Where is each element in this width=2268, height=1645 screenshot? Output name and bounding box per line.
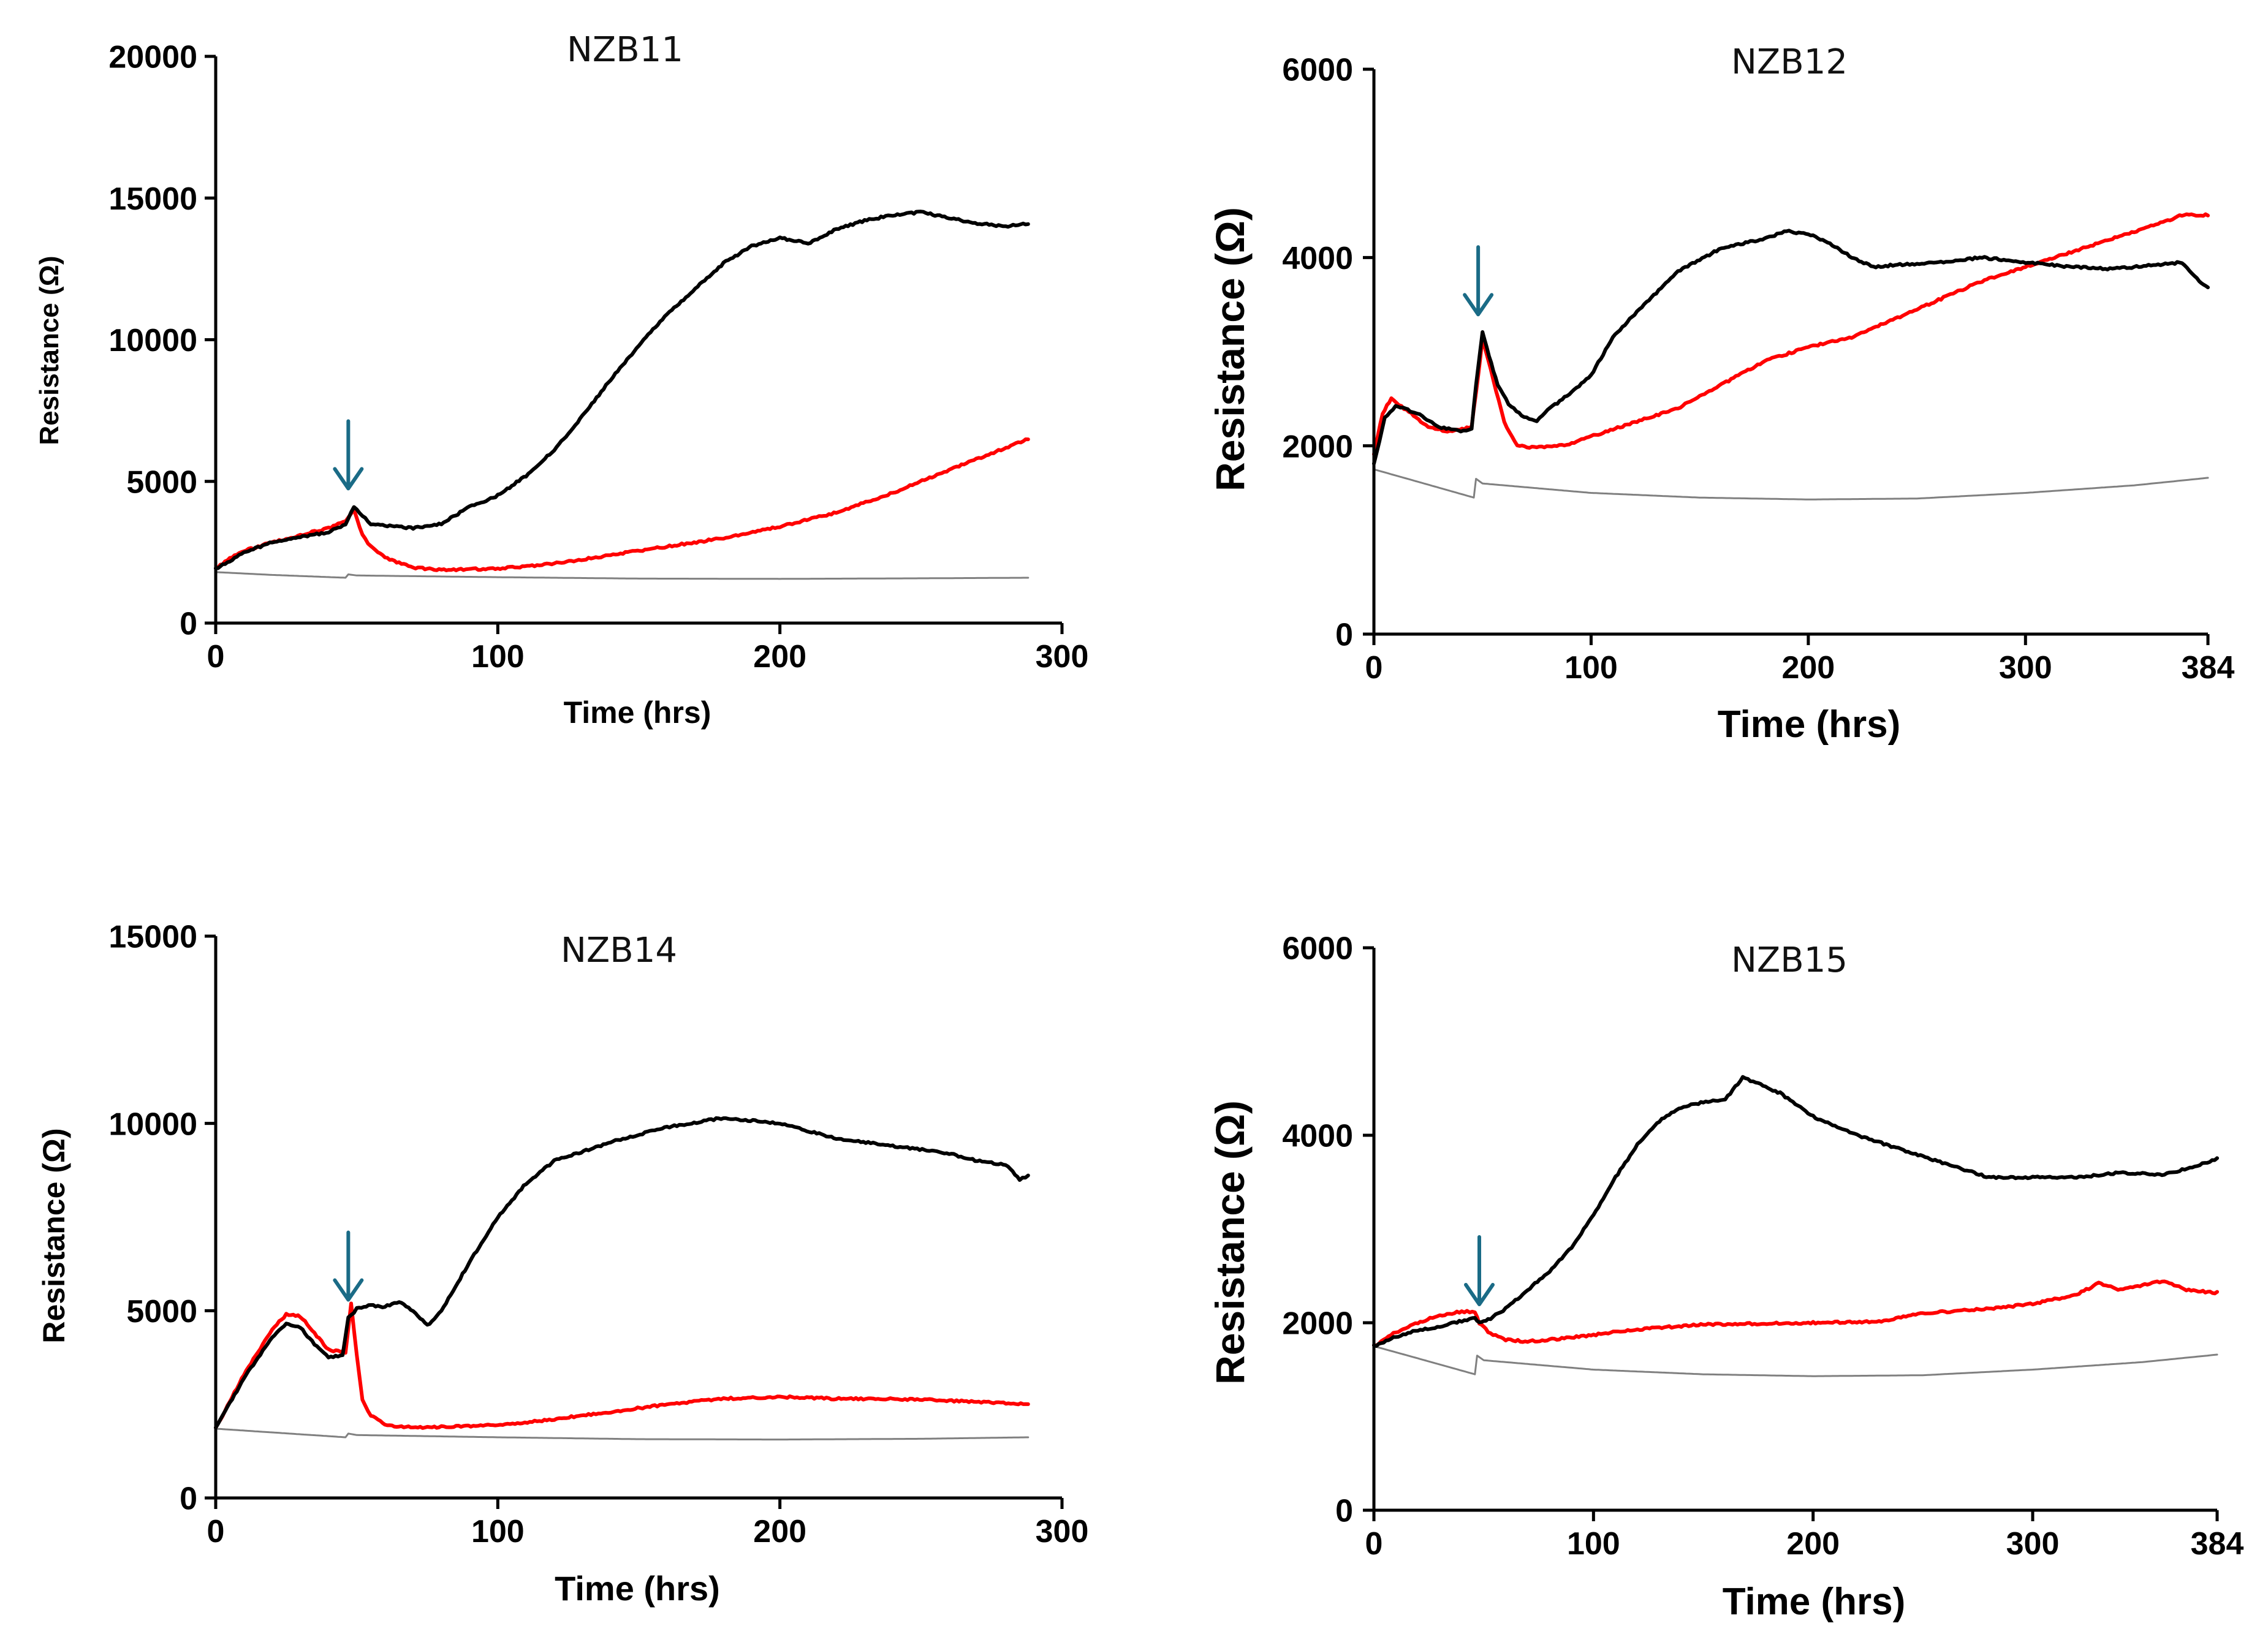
series-line-sample — [214, 1116, 1030, 1430]
series-layer — [1372, 212, 2210, 501]
chart-panel-nzb14: NZB14 Resistance (Ω) Time (hrs) 0 100 200 3… — [37, 920, 1088, 1608]
chart-title: NZB15 — [1731, 940, 1848, 980]
y-tick-label: 0 — [1335, 618, 1353, 653]
chart-title: NZB11 — [567, 30, 683, 70]
down-arrow-icon — [333, 1230, 364, 1302]
y-axis-label: Resistance (Ω) — [1207, 1100, 1253, 1385]
y-tick-label: 15000 — [108, 181, 197, 217]
chart-panel-nzb12: NZB12 Resistance (Ω) Time (hrs) 0 100 200 3… — [1207, 42, 2234, 746]
series-line-treatment — [214, 437, 1030, 572]
series-layer — [214, 1116, 1030, 1441]
series-line-control — [214, 1428, 1030, 1441]
series-line-treatment — [1372, 212, 2210, 456]
x-axis-label: Time (hrs) — [1718, 703, 1901, 746]
y-tick-label: 5000 — [126, 464, 197, 500]
x-tick-label: 0 — [207, 639, 225, 675]
series-line-control — [214, 571, 1030, 580]
y-tick-label: 5000 — [126, 1294, 197, 1329]
y-axis-label: Resistance (Ω) — [34, 255, 64, 445]
y-axis-label: Resistance (Ω) — [1207, 207, 1253, 491]
y-tick-label: 2000 — [1282, 429, 1353, 464]
series-line-treatment — [214, 1301, 1030, 1430]
y-tick-label: 4000 — [1282, 241, 1353, 276]
x-tick-label: 300 — [2006, 1526, 2060, 1562]
ticks-layer — [205, 934, 1064, 1509]
x-tick-label: 200 — [1781, 650, 1835, 686]
series-line-control — [1373, 468, 2209, 501]
series-line-sample — [1372, 229, 2210, 466]
series-line-treatment — [1372, 1279, 2219, 1347]
chart-title: NZB12 — [1731, 42, 1848, 82]
x-tick-label: 100 — [471, 1514, 525, 1549]
annotation-layer — [1464, 1235, 1495, 1306]
x-tick-label: 200 — [753, 1514, 806, 1549]
y-tick-label: 4000 — [1282, 1119, 1353, 1154]
y-tick-label: 15000 — [108, 920, 197, 955]
tick-labels-layer: 0 100 200 300 0 5000 10000 15000 20000 — [108, 40, 1088, 675]
x-tick-label: 384 — [2191, 1526, 2244, 1562]
down-arrow-icon — [1464, 1235, 1495, 1306]
down-arrow-icon — [333, 419, 364, 491]
ticks-layer — [1363, 946, 2219, 1521]
chart-panel-nzb15: NZB15 Resistance (Ω) Time (hrs) 0 100 200 3… — [1207, 931, 2243, 1623]
series-line-control — [1373, 1345, 2218, 1377]
annotation-layer — [333, 419, 364, 491]
x-tick-label: 0 — [207, 1514, 225, 1549]
y-axis-label: Resistance (Ω) — [37, 1128, 71, 1343]
x-tick-label: 200 — [753, 639, 806, 675]
series-layer — [1372, 1075, 2219, 1377]
x-tick-label: 200 — [1786, 1526, 1840, 1562]
x-tick-label: 384 — [2182, 650, 2235, 686]
y-tick-label: 20000 — [108, 40, 197, 75]
x-tick-label: 0 — [1365, 1526, 1383, 1562]
ticks-layer — [205, 55, 1064, 634]
y-tick-label: 0 — [180, 1481, 197, 1517]
chart-title: NZB14 — [561, 931, 677, 970]
y-tick-label: 6000 — [1282, 931, 1353, 967]
y-tick-label: 0 — [180, 607, 197, 642]
annotation-layer — [333, 1230, 364, 1302]
y-tick-label: 0 — [1335, 1494, 1353, 1529]
y-tick-label: 10000 — [108, 323, 197, 358]
y-tick-label: 10000 — [108, 1106, 197, 1142]
x-tick-label: 0 — [1365, 650, 1383, 686]
x-tick-label: 100 — [1564, 650, 1618, 686]
x-axis-label: Time (hrs) — [1723, 1581, 1906, 1623]
y-tick-label: 6000 — [1282, 53, 1353, 88]
x-tick-label: 300 — [1036, 1514, 1089, 1549]
ticks-layer — [1363, 67, 2210, 645]
x-axis-label: Time (hrs) — [555, 1569, 720, 1608]
tick-labels-layer: 0 100 200 300 0 5000 10000 15000 — [108, 920, 1088, 1549]
tick-labels-layer: 0 100 200 300 384 0 2000 4000 6000 — [1282, 53, 2234, 686]
chart-panel-nzb11: NZB11 Resistance (Ω) Time (hrs) 0 100 200 3… — [34, 30, 1088, 730]
x-tick-label: 300 — [1036, 639, 1089, 675]
y-tick-label: 2000 — [1282, 1306, 1353, 1342]
down-arrow-icon — [1463, 245, 1494, 317]
tick-labels-layer: 0 100 200 300 384 0 2000 4000 6000 — [1282, 931, 2243, 1562]
series-line-sample — [1372, 1075, 2219, 1348]
x-axis-label: Time (hrs) — [564, 695, 711, 730]
x-tick-label: 300 — [1999, 650, 2052, 686]
series-line-sample — [214, 210, 1030, 570]
annotation-layer — [1463, 245, 1494, 317]
x-tick-label: 100 — [1567, 1526, 1620, 1562]
x-tick-label: 100 — [471, 639, 525, 675]
series-layer — [214, 210, 1030, 580]
